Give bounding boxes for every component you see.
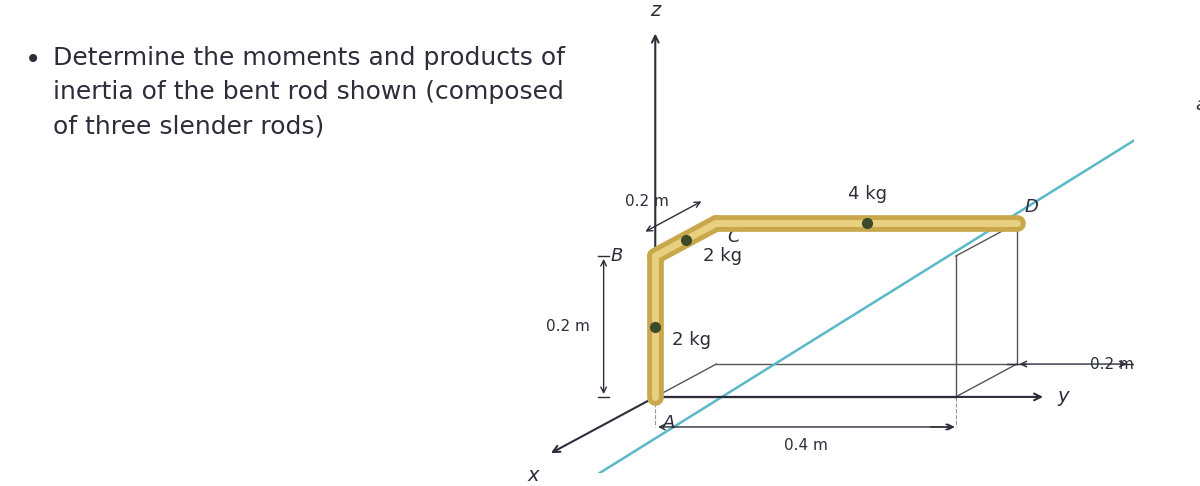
Text: B: B (610, 247, 623, 265)
Text: A: A (662, 414, 676, 432)
Text: z: z (650, 0, 660, 19)
Text: 2 kg: 2 kg (703, 247, 742, 265)
Text: •: • (24, 46, 41, 74)
Text: C: C (727, 228, 740, 246)
Text: 0.2 m: 0.2 m (1090, 357, 1134, 372)
Text: 0.4 m: 0.4 m (784, 438, 828, 453)
Text: 0.2 m: 0.2 m (625, 194, 668, 209)
Text: 0.2 m: 0.2 m (546, 319, 589, 334)
Text: y: y (1057, 387, 1069, 406)
Text: Determine the moments and products of
inertia of the bent rod shown (composed
of: Determine the moments and products of in… (53, 46, 564, 139)
Text: D: D (1025, 198, 1038, 216)
Text: x: x (528, 466, 539, 485)
Text: 4 kg: 4 kg (847, 185, 887, 203)
Text: 2 kg: 2 kg (672, 331, 712, 349)
Text: a: a (1195, 96, 1200, 114)
